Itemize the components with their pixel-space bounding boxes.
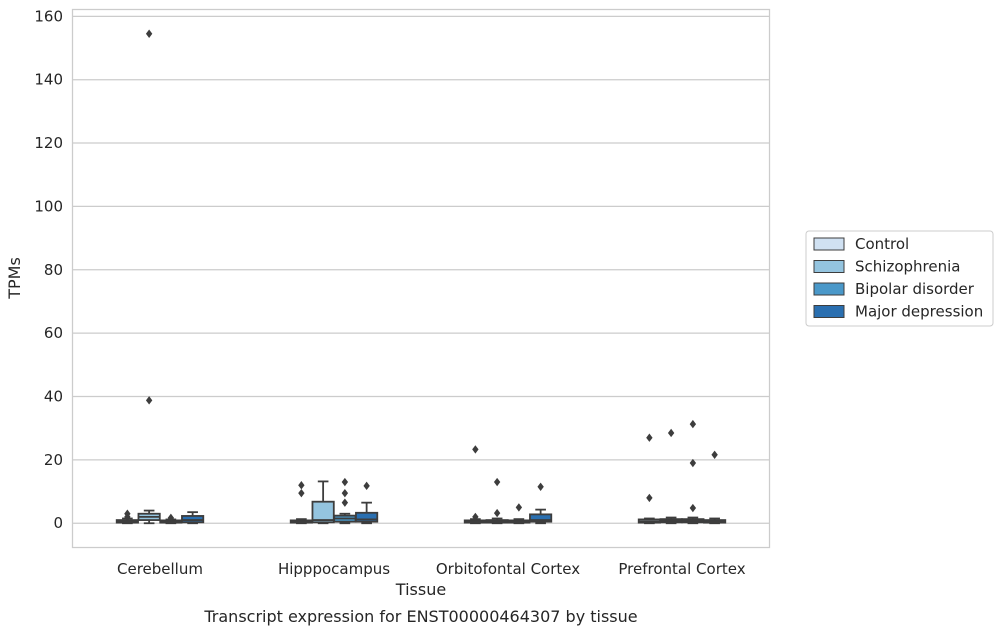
outlier-point — [472, 512, 479, 522]
y-tick-label: 160 — [34, 7, 63, 25]
legend-label: Schizophrenia — [855, 258, 960, 276]
legend: Control Schizophrenia Bipolar disorder Majo… — [805, 230, 994, 327]
box — [311, 480, 335, 525]
box — [529, 482, 553, 525]
y-tick-label: 20 — [44, 451, 63, 469]
outlier-point — [689, 503, 697, 513]
outlier-point — [493, 508, 501, 518]
outlier-point — [646, 433, 653, 442]
y-tick-label: 40 — [44, 388, 63, 406]
box — [507, 503, 531, 525]
outlier-point — [145, 396, 153, 405]
y-tick-label: 80 — [44, 261, 63, 279]
x-tick-label: Hipppocampus — [278, 560, 390, 578]
outlier-point — [363, 481, 370, 491]
box — [137, 29, 161, 525]
y-tick-labels: 0 20 40 60 80 100 120 140 160 — [34, 7, 63, 532]
outlier-point — [667, 428, 675, 438]
outlier-point — [646, 493, 653, 503]
outlier-point — [689, 458, 697, 468]
outlier-point — [515, 503, 523, 512]
outlier-point — [689, 419, 697, 429]
outlier-point — [145, 29, 153, 38]
box-body — [181, 515, 205, 524]
box — [637, 433, 661, 525]
outlier-point — [472, 445, 479, 454]
chart-caption: Transcript expression for ENST0000046430… — [203, 607, 637, 626]
outlier-point — [341, 488, 349, 498]
x-tick-labels: Cerebellum Hipppocampus Orbitofontal Corte… — [117, 560, 746, 578]
outlier-point — [341, 498, 349, 507]
legend-frame — [805, 230, 994, 327]
y-tick-label: 140 — [34, 71, 63, 89]
x-axis-label: Tissue — [395, 580, 446, 599]
legend-label: Bipolar disorder — [855, 280, 975, 298]
box — [181, 511, 205, 525]
x-tick-label: Prefrontal Cortex — [618, 560, 745, 578]
box — [159, 513, 183, 525]
y-axis-label: TPMs — [5, 257, 24, 300]
legend-swatch — [813, 260, 845, 273]
box — [485, 477, 509, 525]
box — [289, 481, 313, 525]
box-body — [529, 513, 553, 523]
outlier-point — [711, 450, 718, 460]
y-tick-label: 0 — [53, 514, 63, 532]
y-tick-label: 100 — [34, 197, 63, 215]
legend-swatch — [813, 305, 845, 318]
outlier-point — [493, 477, 501, 487]
outlier-point — [298, 488, 305, 498]
outlier-point — [298, 481, 305, 490]
box — [355, 481, 379, 525]
legend-swatch — [813, 282, 845, 296]
outlier-point — [124, 509, 131, 518]
legend-label: Major depression — [855, 303, 983, 321]
outlier-point — [341, 477, 349, 487]
legend-swatch — [813, 237, 845, 251]
x-tick-label: Orbitofontal Cortex — [436, 560, 580, 578]
outlier-point — [167, 513, 175, 523]
box — [333, 477, 357, 525]
y-tick-label: 120 — [34, 134, 63, 152]
y-tick-label: 60 — [44, 324, 63, 342]
box — [115, 509, 139, 525]
box-body — [355, 511, 379, 523]
legend-label: Control — [855, 235, 909, 253]
box-body — [311, 500, 335, 524]
boxes — [115, 29, 727, 525]
box — [703, 450, 727, 525]
box — [681, 419, 705, 525]
gridlines — [73, 15, 769, 524]
box — [463, 445, 487, 525]
outlier-point — [537, 482, 544, 492]
box — [659, 428, 683, 525]
plot-frame — [71, 8, 771, 549]
x-tick-label: Cerebellum — [117, 560, 203, 578]
